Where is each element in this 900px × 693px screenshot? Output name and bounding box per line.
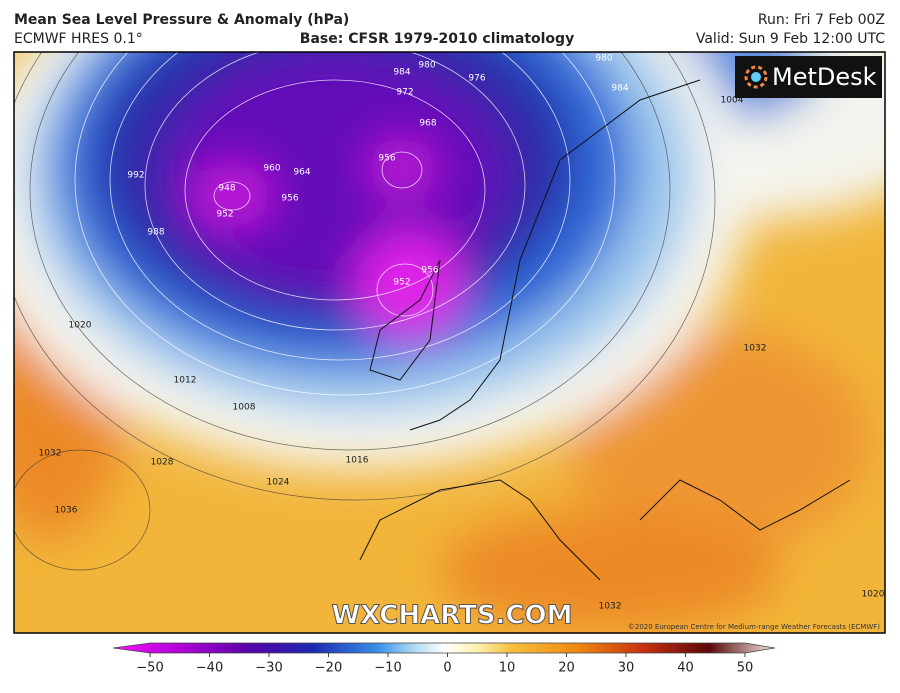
isobar-label: 956 [281, 194, 298, 204]
map-frame [13, 51, 886, 634]
isobar-label: 1032 [744, 344, 767, 354]
isobar-label: 1008 [233, 403, 256, 413]
isobar-label: 984 [393, 68, 410, 78]
colorbar: −50 −40 −30 −20 −10 0 10 20 30 40 50 [112, 642, 776, 676]
isobar-label: 956 [378, 154, 395, 164]
isobar-label: 980 [595, 54, 612, 64]
colorbar-tick-label: 20 [558, 661, 575, 676]
map: 948 952 960 964 956 956 968 972 976 980 … [14, 52, 885, 633]
isobar-label: 948 [218, 184, 235, 194]
colorbar-tick-label: 10 [499, 661, 516, 676]
isobar-label: 956 [421, 266, 438, 276]
isobar-label: 1028 [151, 458, 174, 468]
base: Base: CFSR 1979-2010 climatology [300, 31, 574, 47]
isobar-label: 1024 [267, 478, 290, 488]
isobar-label: 1036 [55, 506, 78, 516]
isobar-label: 1032 [599, 602, 622, 612]
logo-icon [744, 65, 768, 89]
isobar-label: 1012 [174, 376, 197, 386]
isobar-label: 984 [611, 84, 628, 94]
colorbar-tick-label: 40 [677, 661, 694, 676]
isobar-label: 1032 [39, 449, 62, 459]
isobar-label: 976 [468, 74, 485, 84]
copyright: ©2020 European Centre for Medium-range W… [628, 623, 880, 631]
colorbar-tick-label: −10 [374, 661, 401, 676]
model: ECMWF HRES 0.1° [14, 31, 143, 47]
run: Run: Fri 7 Feb 00Z [758, 12, 885, 28]
watermark: WXCHARTS.COM [331, 601, 572, 631]
isobar-label: 1016 [346, 456, 369, 466]
title: Mean Sea Level Pressure & Anomaly (hPa) [14, 12, 349, 28]
valid: Valid: Sun 9 Feb 12:00 UTC [696, 31, 885, 47]
isobar-label: 952 [216, 210, 233, 220]
logo: MetDesk [772, 63, 877, 91]
isobar-label: 964 [293, 168, 310, 178]
isobar-label: 968 [419, 119, 436, 129]
isobar-label: 972 [396, 88, 413, 98]
isobar-label: 980 [418, 61, 435, 71]
isobar-label: 988 [147, 228, 164, 238]
colorbar-tick-label: 50 [737, 661, 754, 676]
isobar-label: 1004 [721, 96, 744, 106]
isobar-label: 1020 [69, 321, 92, 331]
colorbar-tick-label: −20 [315, 661, 342, 676]
colorbar-tick-label: −40 [196, 661, 223, 676]
colorbar-tick-label: 30 [618, 661, 635, 676]
colorbar-tick-label: −30 [255, 661, 282, 676]
isobar-label: 992 [127, 171, 144, 181]
colorbar-tick-label: 0 [443, 661, 451, 676]
isobar-label: 952 [393, 278, 410, 288]
colorbar-tick-label: −50 [136, 661, 163, 676]
isobar-label: 960 [263, 164, 280, 174]
isobar-label: 1020 [862, 590, 885, 600]
